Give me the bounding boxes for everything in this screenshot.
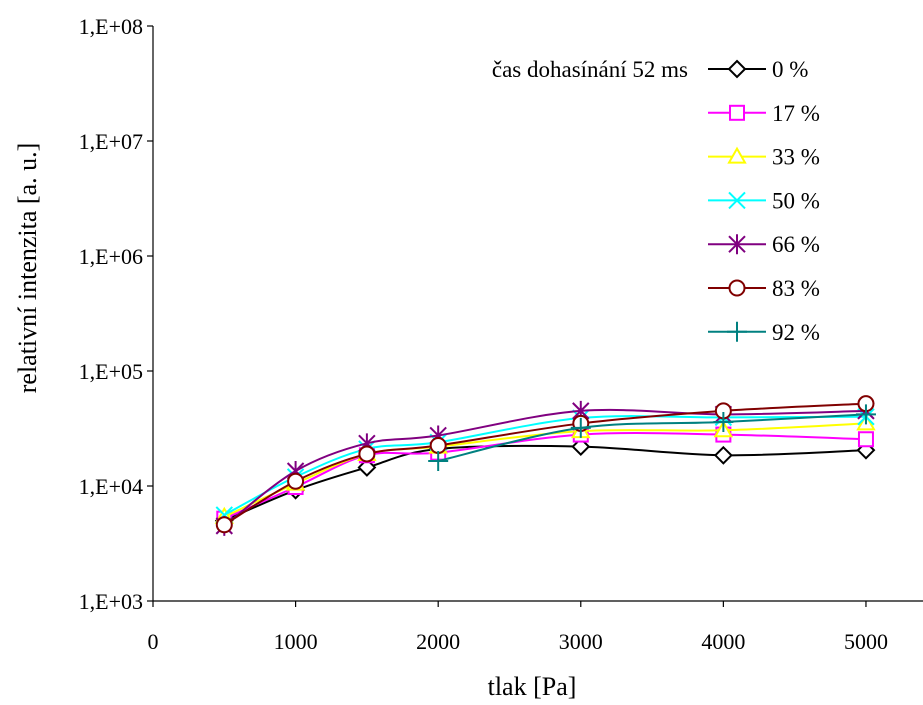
data-point — [857, 431, 874, 448]
y-tick-label: 1,E+04 — [79, 474, 143, 499]
data-point — [713, 412, 734, 433]
x-axis-title: tlak [Pa] — [488, 672, 577, 701]
x-tick-label: 3000 — [559, 629, 603, 654]
data-point — [728, 234, 746, 255]
data-point — [728, 191, 746, 210]
x-tick-label: 5000 — [844, 629, 888, 654]
data-point — [713, 445, 733, 465]
data-point — [855, 404, 876, 425]
x-tick-label: 1000 — [274, 629, 318, 654]
data-point — [429, 436, 447, 454]
y-tick-label: 1,E+03 — [79, 589, 143, 614]
legend-label: 50 % — [772, 188, 820, 213]
data-point — [287, 472, 305, 490]
legend-item: 92 % — [708, 320, 820, 345]
x-tick-label: 4000 — [701, 629, 745, 654]
legend-label: 83 % — [772, 276, 820, 301]
y-tick-label: 1,E+05 — [79, 359, 143, 384]
data-point — [215, 516, 233, 534]
data-point — [727, 321, 747, 342]
x-tick-label: 2000 — [416, 629, 460, 654]
data-point — [727, 59, 747, 79]
legend-label: 66 % — [772, 232, 820, 257]
legend-label: 33 % — [772, 145, 820, 170]
data-point — [357, 458, 377, 477]
legend-label: 17 % — [772, 101, 820, 126]
legend-item: 33 % — [708, 145, 820, 170]
legend-item: 0 % — [708, 57, 808, 82]
x-tick-label: 0 — [148, 629, 159, 654]
data-point — [571, 437, 591, 457]
legend-label: 0 % — [772, 57, 808, 82]
data-point — [428, 450, 449, 471]
series-83-pct — [215, 395, 875, 534]
y-tick-label: 1,E+07 — [79, 129, 143, 154]
data-point — [728, 279, 746, 297]
data-point — [729, 104, 745, 121]
legend-item: 66 % — [708, 232, 820, 257]
series-92-pct — [428, 404, 876, 471]
data-point — [358, 445, 376, 463]
data-point — [570, 417, 591, 438]
legend-title: čas dohasínání 52 ms — [492, 57, 688, 82]
y-tick-label: 1,E+06 — [79, 244, 143, 269]
legend-item: 17 % — [708, 101, 820, 126]
legend-item: 50 % — [708, 188, 820, 213]
data-point — [727, 146, 747, 164]
series-layer — [214, 395, 876, 536]
legend-item: 83 % — [708, 276, 820, 301]
axes: 1,E+03 1,E+04 1,E+05 1,E+06 1,E+07 1,E+08 0 100… — [79, 14, 923, 654]
y-tick-label: 1,E+08 — [79, 14, 143, 39]
y-axis-title: relativní intenzita [a. u.] — [13, 143, 42, 394]
legend: čas dohasínání 52 ms 0 % 17 % 33 % 50 % 66 % 8… — [492, 57, 820, 345]
series-line — [437, 413, 867, 462]
legend-label: 92 % — [772, 320, 820, 345]
